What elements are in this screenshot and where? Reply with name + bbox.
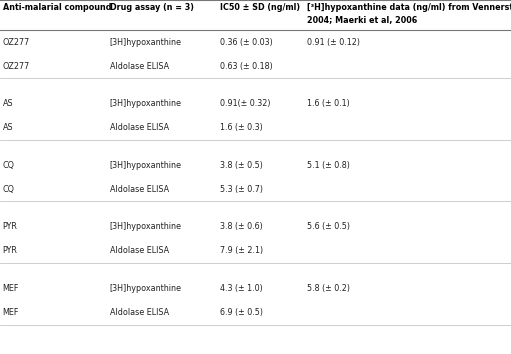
Text: 6.9 (± 0.5): 6.9 (± 0.5): [220, 308, 263, 317]
Text: Aldolase ELISA: Aldolase ELISA: [110, 185, 169, 194]
Text: [3H]hypoxanthine: [3H]hypoxanthine: [110, 161, 182, 170]
Text: 2004; Maerki et al, 2006: 2004; Maerki et al, 2006: [307, 16, 417, 25]
Text: Aldolase ELISA: Aldolase ELISA: [110, 123, 169, 132]
Text: 3.8 (± 0.5): 3.8 (± 0.5): [220, 161, 263, 170]
Text: Anti-malarial compound: Anti-malarial compound: [3, 3, 111, 12]
Text: AS: AS: [3, 99, 13, 108]
Text: 0.91(± 0.32): 0.91(± 0.32): [220, 99, 270, 108]
Text: Drug assay (n = 3): Drug assay (n = 3): [110, 3, 194, 12]
Text: Aldolase ELISA: Aldolase ELISA: [110, 308, 169, 317]
Text: [³H]hypoxanthine data (ng/ml) from Vennerstrom et al,: [³H]hypoxanthine data (ng/ml) from Venne…: [307, 3, 511, 12]
Text: 3.8 (± 0.6): 3.8 (± 0.6): [220, 222, 263, 232]
Text: 1.6 (± 0.3): 1.6 (± 0.3): [220, 123, 263, 132]
Text: 0.91 (± 0.12): 0.91 (± 0.12): [307, 38, 360, 47]
Text: [3H]hypoxanthine: [3H]hypoxanthine: [110, 222, 182, 232]
Text: 4.3 (± 1.0): 4.3 (± 1.0): [220, 284, 263, 293]
Text: AS: AS: [3, 123, 13, 132]
Text: 5.8 (± 0.2): 5.8 (± 0.2): [307, 284, 350, 293]
Text: Aldolase ELISA: Aldolase ELISA: [110, 246, 169, 256]
Text: OZ277: OZ277: [3, 62, 30, 71]
Text: OZ277: OZ277: [3, 38, 30, 47]
Text: [3H]hypoxanthine: [3H]hypoxanthine: [110, 38, 182, 47]
Text: 0.36 (± 0.03): 0.36 (± 0.03): [220, 38, 272, 47]
Text: 5.3 (± 0.7): 5.3 (± 0.7): [220, 185, 263, 194]
Text: 5.6 (± 0.5): 5.6 (± 0.5): [307, 222, 350, 232]
Text: 5.1 (± 0.8): 5.1 (± 0.8): [307, 161, 350, 170]
Text: CQ: CQ: [3, 185, 14, 194]
Text: 0.63 (± 0.18): 0.63 (± 0.18): [220, 62, 272, 71]
Text: CQ: CQ: [3, 161, 14, 170]
Text: [3H]hypoxanthine: [3H]hypoxanthine: [110, 284, 182, 293]
Text: IC50 ± SD (ng/ml): IC50 ± SD (ng/ml): [220, 3, 300, 12]
Text: 7.9 (± 2.1): 7.9 (± 2.1): [220, 246, 263, 256]
Text: MEF: MEF: [3, 284, 19, 293]
Text: Aldolase ELISA: Aldolase ELISA: [110, 62, 169, 71]
Text: [3H]hypoxanthine: [3H]hypoxanthine: [110, 99, 182, 108]
Text: MEF: MEF: [3, 308, 19, 317]
Text: PYR: PYR: [3, 246, 17, 256]
Text: 1.6 (± 0.1): 1.6 (± 0.1): [307, 99, 350, 108]
Text: PYR: PYR: [3, 222, 17, 232]
